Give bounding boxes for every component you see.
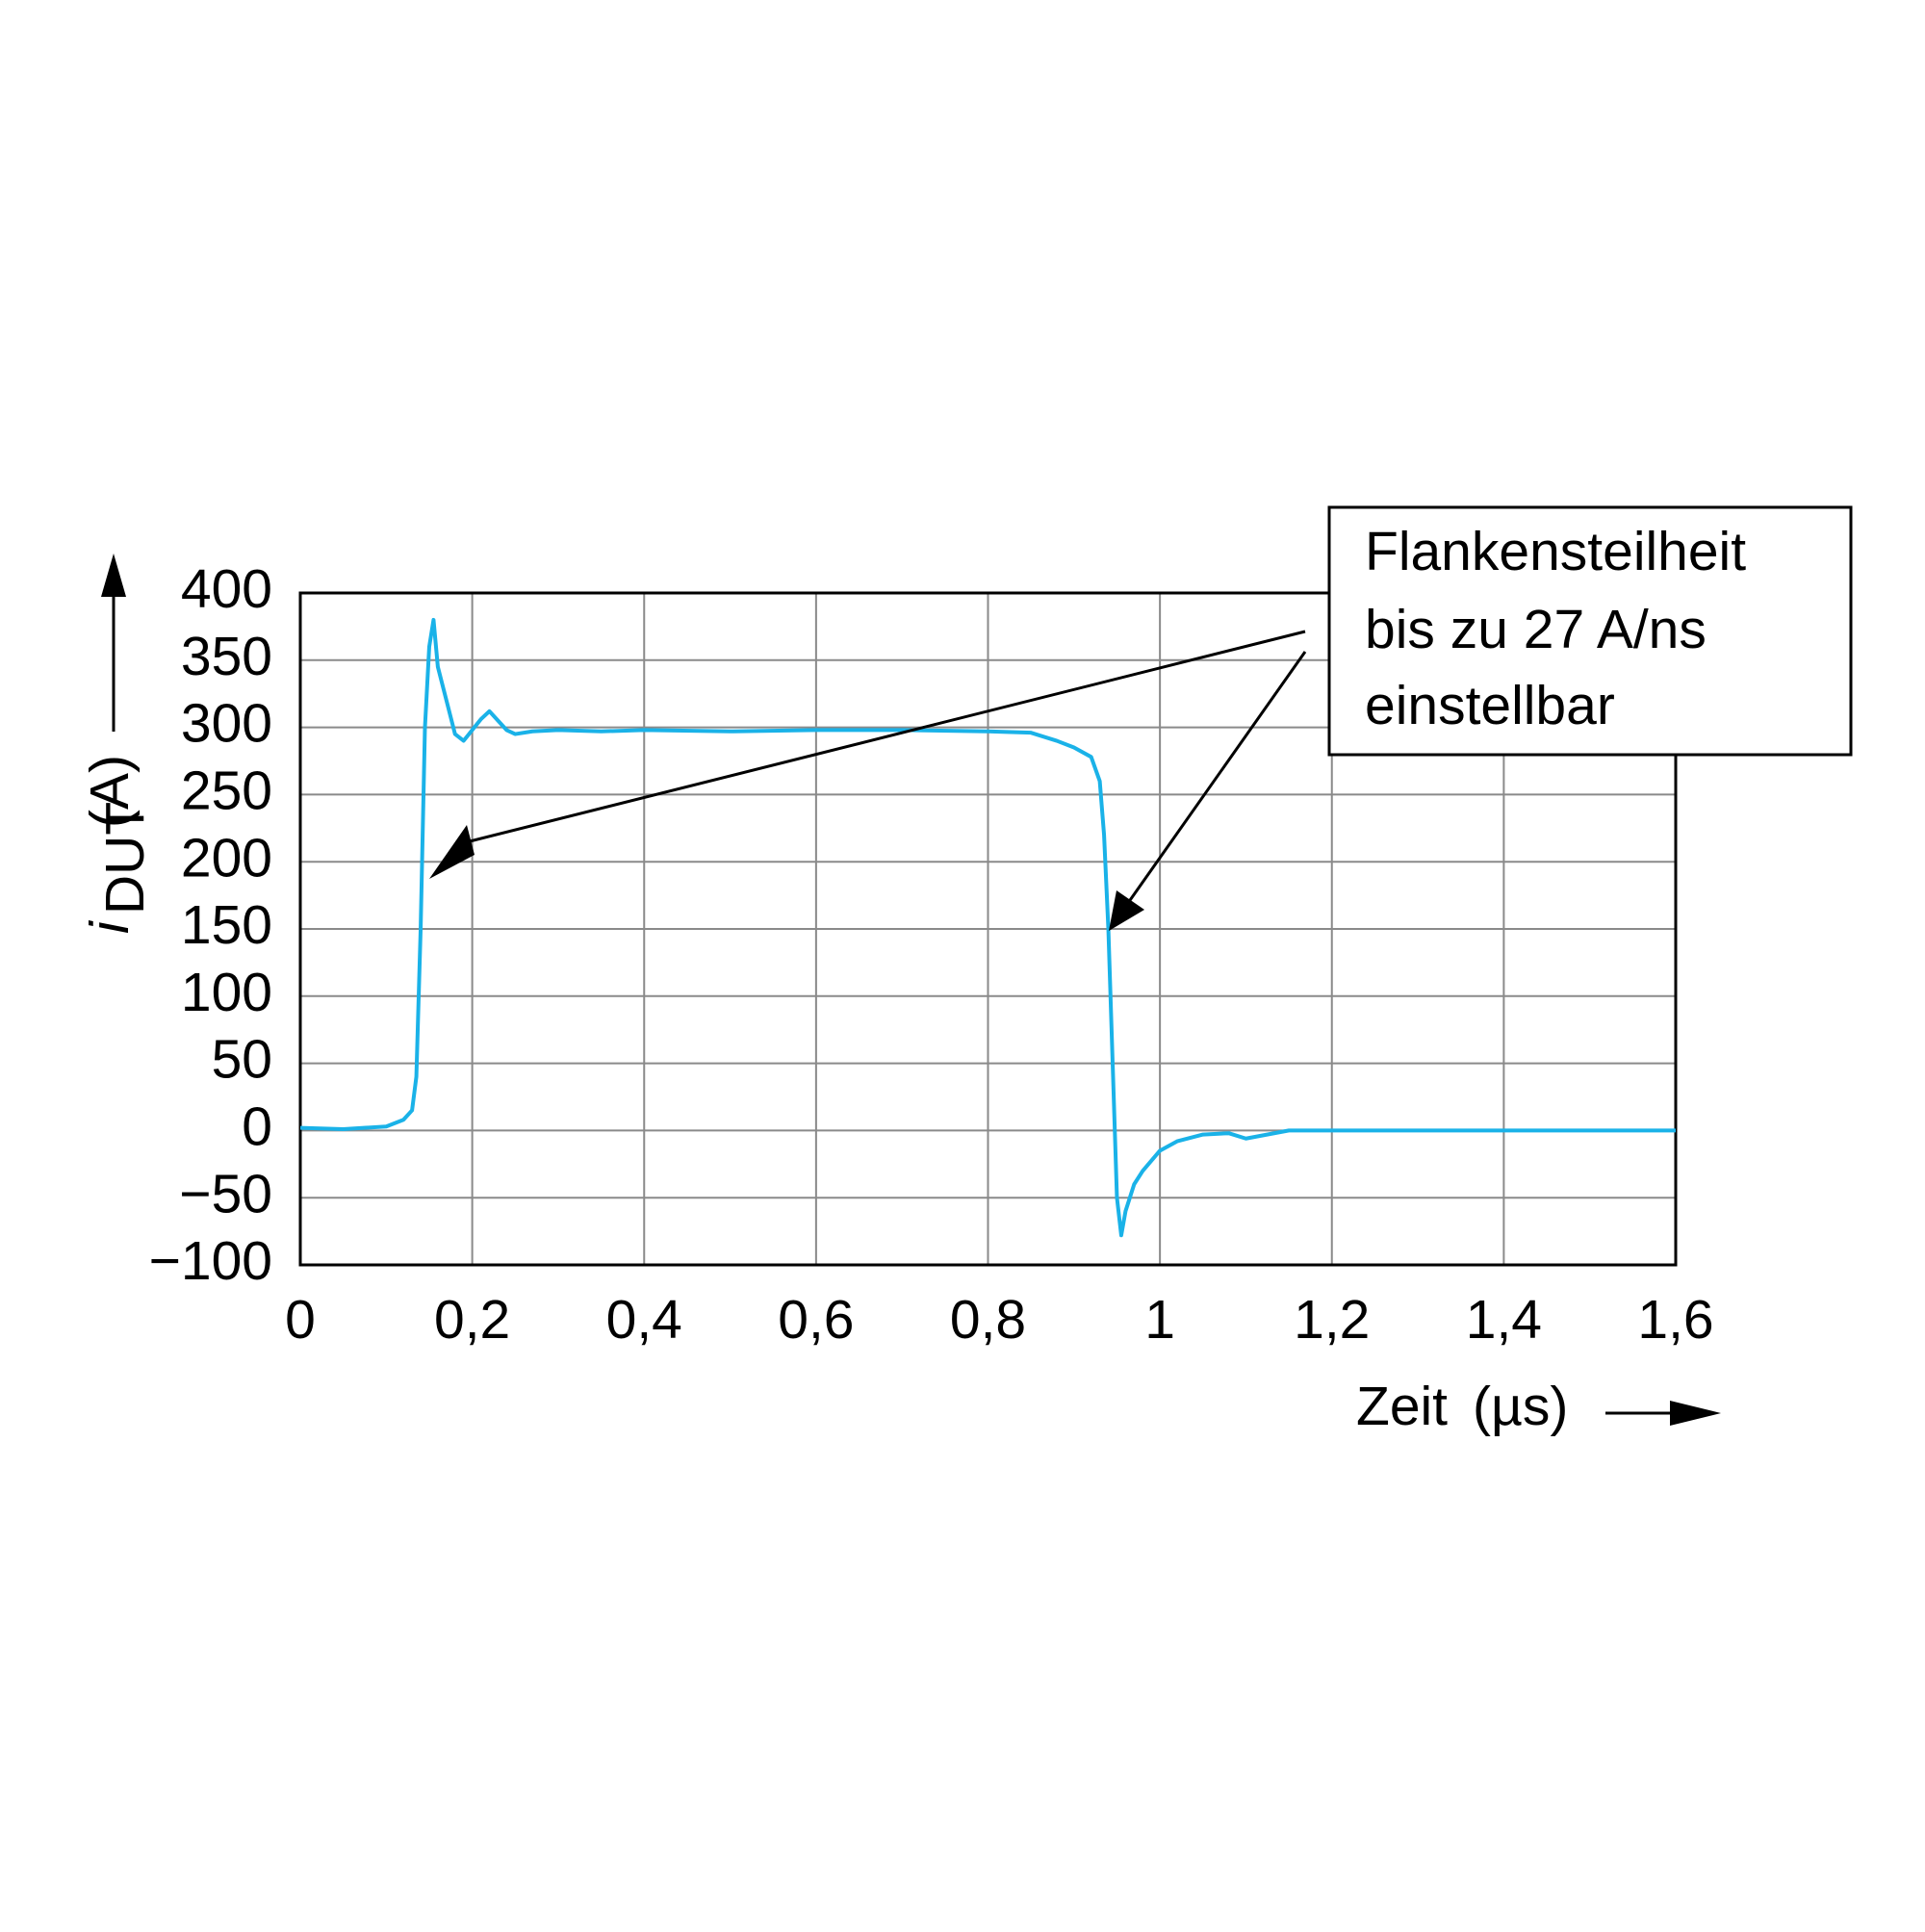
data-line xyxy=(299,617,1676,1238)
y-tick-label: 250 xyxy=(181,760,272,821)
annotation-arrow xyxy=(1126,651,1307,904)
y-tick-label: 300 xyxy=(181,693,272,755)
x-tick-label: 0,8 xyxy=(950,1289,1026,1351)
x-tick-label: 1,4 xyxy=(1466,1289,1542,1351)
x-label-unit: (µs) xyxy=(1473,1376,1568,1437)
y-label-symbol: i xyxy=(79,920,141,934)
y-tick-label: 200 xyxy=(181,827,272,889)
annotation-arrowhead xyxy=(429,825,475,879)
annotation-line: einstellbar xyxy=(1365,675,1615,736)
x-axis-label: Zeit (µs) xyxy=(1356,1376,1721,1437)
x-tick-label: 0 xyxy=(285,1289,316,1351)
x-label-name: Zeit xyxy=(1356,1376,1448,1437)
y-tick-label: 0 xyxy=(242,1095,272,1157)
y-axis-label: i DUT (A) xyxy=(79,554,156,934)
y-label-unit: (A) xyxy=(79,755,141,828)
annotation: Flankensteilheit bis zu 27 A/ns einstell… xyxy=(1327,505,1853,757)
x-tick-label: 1,2 xyxy=(1294,1289,1370,1351)
x-tick-label: 0,2 xyxy=(434,1289,510,1351)
y-tick-label: 50 xyxy=(212,1029,272,1091)
x-tick-label: 0,6 xyxy=(778,1289,854,1351)
annotation-line: bis zu 27 A/ns xyxy=(1365,599,1707,660)
y-tick-label: 400 xyxy=(181,558,272,620)
y-tick-label: 150 xyxy=(181,894,272,956)
annotation-arrow xyxy=(461,630,1306,845)
y-tick-label: 100 xyxy=(181,962,272,1023)
x-tick-label: 1 xyxy=(1144,1289,1175,1351)
x-tick-label: 0,4 xyxy=(606,1289,682,1351)
x-tick-label: 1,6 xyxy=(1637,1289,1713,1351)
y-label-subscript: DUT xyxy=(94,802,156,914)
annotation-box xyxy=(1327,505,1853,757)
annotation-arrowhead xyxy=(1109,890,1144,931)
axis-arrowhead xyxy=(1670,1401,1721,1426)
y-tick-label: 350 xyxy=(181,626,272,687)
plot-frame xyxy=(298,591,1678,1267)
y-tick-label: −50 xyxy=(179,1163,272,1224)
axis-arrowhead xyxy=(101,554,126,597)
y-tick-label: −100 xyxy=(149,1230,272,1292)
annotation-line: Flankensteilheit xyxy=(1365,521,1746,582)
